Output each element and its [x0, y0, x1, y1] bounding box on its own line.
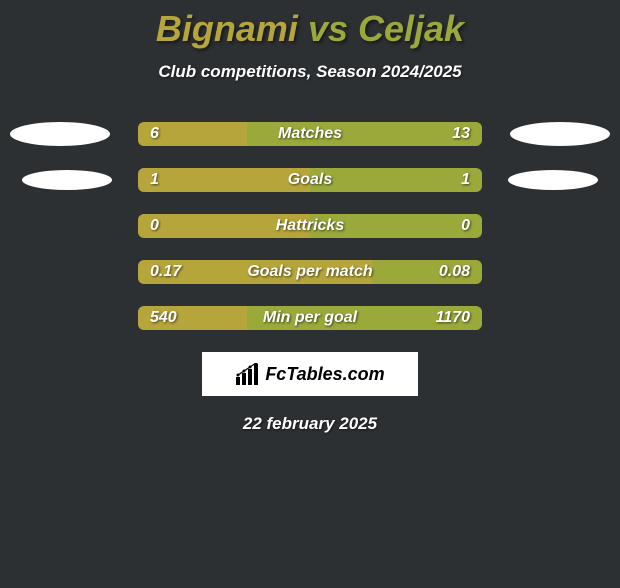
footer-date: 22 february 2025 [0, 414, 620, 434]
stat-row: 00Hattricks [0, 214, 620, 238]
stat-bar-left [138, 214, 310, 238]
stat-value-right: 1 [461, 168, 470, 192]
stat-value-right: 13 [452, 122, 470, 146]
team-badge-left [10, 122, 110, 146]
stat-bar-right [247, 122, 482, 146]
subtitle: Club competitions, Season 2024/2025 [0, 62, 620, 82]
player2-name: Celjak [358, 8, 464, 49]
stat-bar-track [138, 306, 482, 330]
stat-value-right: 1170 [436, 306, 470, 330]
stat-bar-track [138, 122, 482, 146]
stat-value-right: 0.08 [439, 260, 470, 284]
stat-bar-right [310, 214, 482, 238]
team-badge-right [508, 170, 598, 190]
stat-row: 613Matches [0, 122, 620, 146]
stat-bar-left [138, 168, 310, 192]
stat-bar-track [138, 214, 482, 238]
vs-label: vs [308, 8, 348, 49]
stat-value-left: 1 [150, 168, 159, 192]
player1-name: Bignami [156, 8, 298, 49]
stat-bar-track [138, 260, 482, 284]
stat-value-left: 540 [150, 306, 177, 330]
comparison-title: Bignami vs Celjak [0, 8, 620, 50]
team-badge-left [22, 170, 112, 190]
stat-row: 0.170.08Goals per match [0, 260, 620, 284]
stat-value-right: 0 [461, 214, 470, 238]
stat-value-left: 0.17 [150, 260, 181, 284]
logo-box: FcTables.com [202, 352, 418, 396]
stat-value-left: 6 [150, 122, 159, 146]
stat-value-left: 0 [150, 214, 159, 238]
stat-bar-track [138, 168, 482, 192]
stat-row: 5401170Min per goal [0, 306, 620, 330]
stat-row: 11Goals [0, 168, 620, 192]
logo-text: FcTables.com [265, 364, 384, 385]
team-badge-right [510, 122, 610, 146]
bars-icon [235, 363, 261, 385]
stat-bar-right [310, 168, 482, 192]
stats-container: 613Matches11Goals00Hattricks0.170.08Goal… [0, 122, 620, 330]
